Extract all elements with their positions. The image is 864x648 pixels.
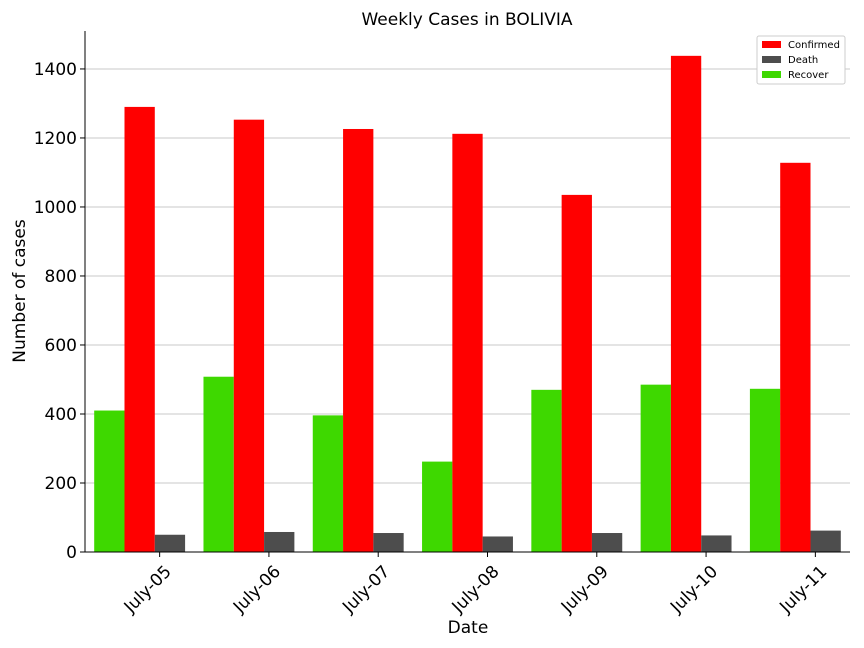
bar-recover-july-05 [94,410,125,552]
y-tick-label: 0 [66,543,77,563]
y-tick-label: 1200 [34,129,77,149]
legend-label-confirmed: Confirmed [788,40,840,51]
bar-death-july-07 [373,533,404,552]
x-tick-label: July-07 [338,562,394,618]
bar-death-july-09 [591,533,623,552]
legend-swatch-recover [762,71,781,78]
y-tick-label: 1400 [34,60,77,80]
bar-death-july-06 [264,531,295,552]
x-ticks: July-05 July-06 July-07 July-08 July-09 July-… [120,552,831,618]
legend-label-death: Death [788,55,818,66]
bar-recover-july-11 [749,388,781,552]
x-tick-label: July-06 [229,562,285,618]
bar-recover-july-10 [640,384,671,552]
bar-confirmed-july-06 [233,119,265,552]
x-tick-label: July-08 [448,562,504,618]
legend-swatch-confirmed [762,41,781,48]
legend-label-recover: Recover [788,70,829,81]
y-tick-label: 800 [45,267,77,287]
bars [94,55,841,553]
x-axis-label: Date [448,618,489,638]
bar-recover-july-09 [531,389,562,552]
x-tick-label: July-05 [120,562,176,618]
x-tick-label: July-10 [666,562,722,618]
y-ticks: 0 200 400 600 800 1000 1200 1400 [34,60,85,563]
bar-confirmed-july-07 [343,128,374,552]
bar-death-july-10 [701,535,732,552]
bar-confirmed-july-09 [561,194,592,552]
bar-confirmed-july-08 [452,133,483,552]
y-tick-label: 400 [45,405,77,425]
bar-death-july-08 [482,536,513,552]
y-tick-label: 200 [45,474,77,494]
bar-death-july-05 [154,534,186,552]
bar-recover-july-07 [312,415,344,552]
legend: Confirmed Death Recover [756,35,846,85]
bar-confirmed-july-11 [780,162,811,552]
bar-recover-july-06 [203,376,234,552]
chart-title: Weekly Cases in BOLIVIA [361,10,572,30]
x-tick-label: July-11 [775,562,831,618]
bar-death-july-11 [810,530,841,552]
y-tick-label: 600 [45,336,77,356]
bar-confirmed-july-05 [124,106,155,552]
y-tick-label: 1000 [34,198,77,218]
y-axis-label: Number of cases [10,219,30,363]
legend-swatch-death [762,56,781,63]
bar-confirmed-july-10 [670,55,702,553]
bar-recover-july-08 [422,461,453,552]
x-tick-label: July-09 [557,562,613,618]
